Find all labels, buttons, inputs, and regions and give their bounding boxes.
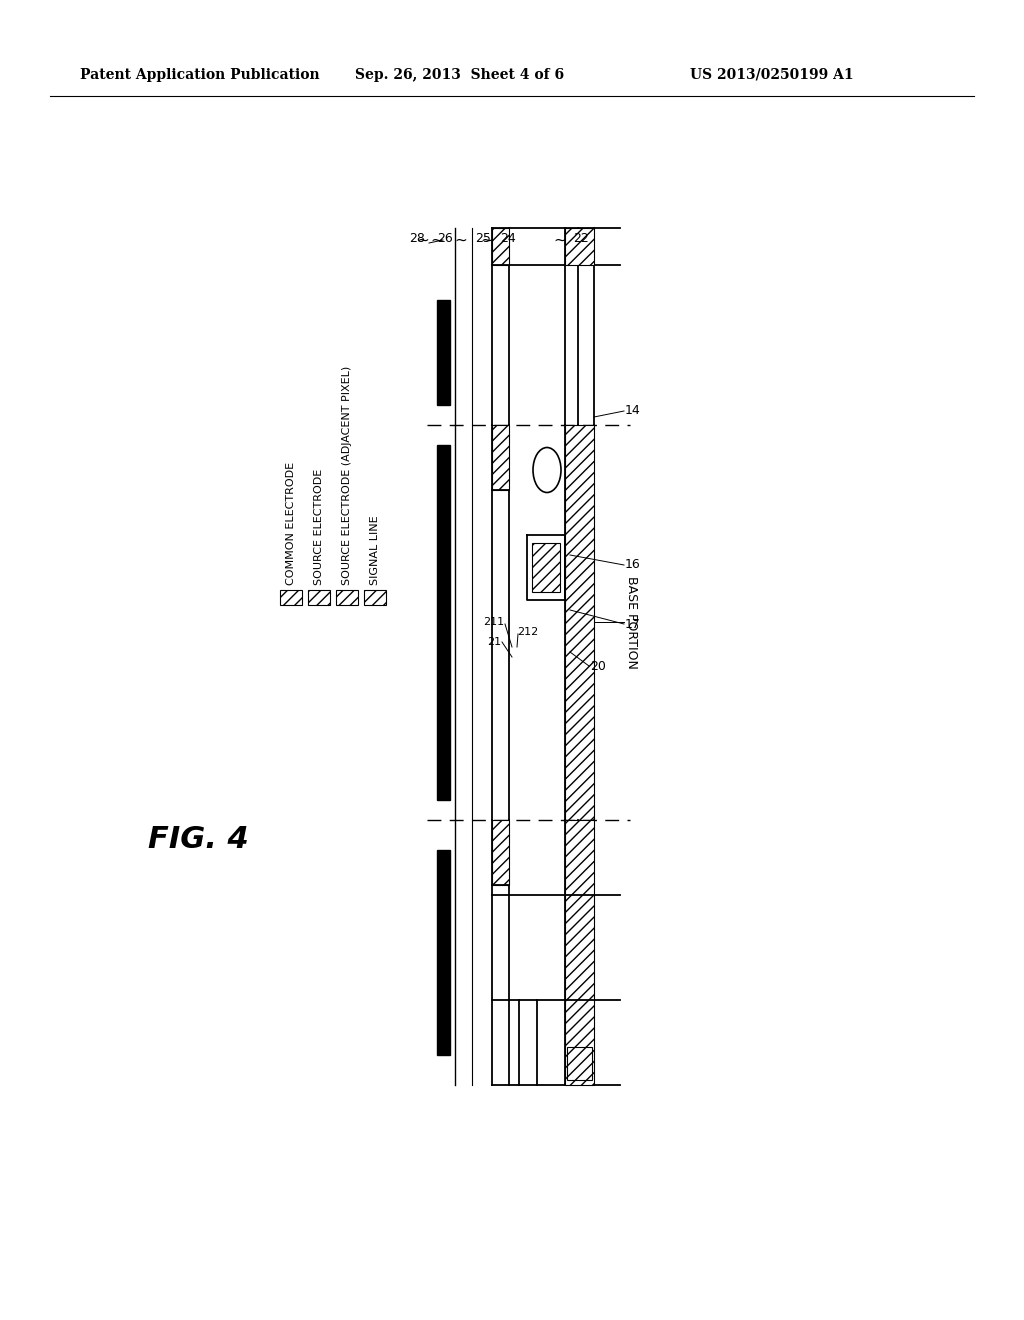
- Text: 22: 22: [573, 232, 589, 246]
- Bar: [532, 543, 560, 591]
- Bar: [308, 590, 330, 605]
- Text: 20: 20: [590, 660, 606, 673]
- Bar: [437, 445, 450, 800]
- Ellipse shape: [534, 447, 561, 492]
- Text: ~: ~: [480, 232, 493, 248]
- Text: 24: 24: [500, 232, 516, 246]
- Text: 21: 21: [486, 638, 501, 647]
- Text: SOURCE ELECTRODE (ADJACENT PIXEL): SOURCE ELECTRODE (ADJACENT PIXEL): [342, 366, 352, 585]
- Text: 28: 28: [410, 232, 425, 246]
- Text: BASE PORTION: BASE PORTION: [625, 576, 638, 668]
- Text: ~: ~: [455, 232, 467, 248]
- Text: 211: 211: [483, 616, 504, 627]
- Text: SOURCE ELECTRODE: SOURCE ELECTRODE: [314, 469, 324, 585]
- Bar: [437, 850, 450, 1055]
- Bar: [280, 590, 302, 605]
- Text: ~: ~: [430, 232, 443, 248]
- Bar: [565, 820, 594, 1085]
- Text: Sep. 26, 2013  Sheet 4 of 6: Sep. 26, 2013 Sheet 4 of 6: [355, 69, 564, 82]
- Bar: [565, 228, 594, 265]
- Text: COMMON ELECTRODE: COMMON ELECTRODE: [286, 462, 296, 585]
- Bar: [492, 820, 509, 884]
- Text: 17: 17: [625, 619, 641, 631]
- Text: 26: 26: [437, 232, 453, 246]
- Text: US 2013/0250199 A1: US 2013/0250199 A1: [690, 69, 854, 82]
- Text: Patent Application Publication: Patent Application Publication: [80, 69, 319, 82]
- Text: ~: ~: [553, 232, 566, 248]
- Bar: [492, 228, 509, 265]
- Bar: [567, 1047, 592, 1080]
- Bar: [364, 590, 386, 605]
- Text: 212: 212: [517, 627, 539, 638]
- Text: 25: 25: [475, 232, 490, 246]
- Text: 14: 14: [625, 404, 641, 417]
- Bar: [565, 425, 594, 820]
- Text: ~: ~: [416, 232, 429, 248]
- Text: FIG. 4: FIG. 4: [148, 825, 249, 854]
- Text: 16: 16: [625, 558, 641, 572]
- Text: SIGNAL LINE: SIGNAL LINE: [370, 515, 380, 585]
- Bar: [437, 300, 450, 405]
- Bar: [336, 590, 358, 605]
- Bar: [492, 425, 509, 490]
